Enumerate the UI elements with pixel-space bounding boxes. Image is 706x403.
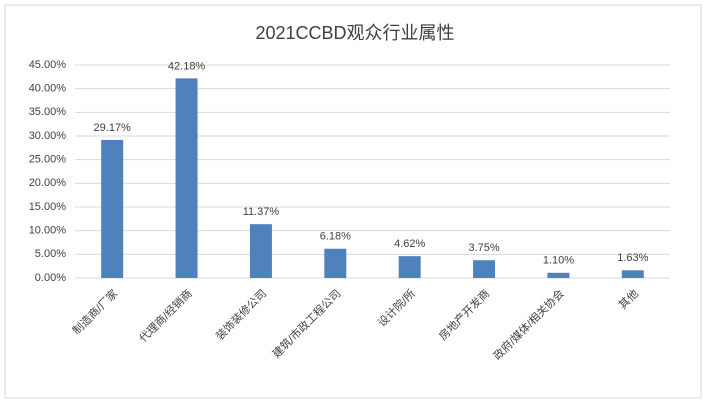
data-label: 4.62% (394, 238, 425, 250)
bar (621, 270, 644, 278)
y-tick-label: 25.00% (29, 154, 67, 166)
data-label: 1.63% (617, 252, 648, 264)
data-label: 6.18% (320, 231, 351, 243)
bar (324, 248, 347, 278)
y-tick-label: 10.00% (29, 225, 67, 237)
data-label: 11.37% (243, 206, 280, 218)
chart-title: 2021CCBD观众行业属性 (255, 23, 454, 43)
y-tick-label: 5.00% (35, 248, 66, 260)
y-tick-label: 0.00% (35, 272, 66, 284)
y-tick-label: 45.00% (29, 59, 67, 71)
bar (547, 272, 570, 278)
data-label: 42.18% (168, 60, 206, 72)
bar (249, 224, 272, 278)
bar (473, 260, 496, 278)
bar (398, 256, 421, 278)
bar (101, 139, 124, 278)
y-tick-label: 40.00% (29, 83, 67, 95)
y-tick-label: 30.00% (29, 130, 67, 142)
data-label: 29.17% (94, 122, 132, 134)
data-label: 1.10% (543, 255, 574, 267)
y-tick-label: 20.00% (29, 177, 67, 189)
bar (175, 78, 198, 279)
y-tick-label: 15.00% (29, 201, 67, 213)
data-label: 3.75% (468, 242, 499, 254)
y-tick-label: 35.00% (29, 106, 67, 118)
